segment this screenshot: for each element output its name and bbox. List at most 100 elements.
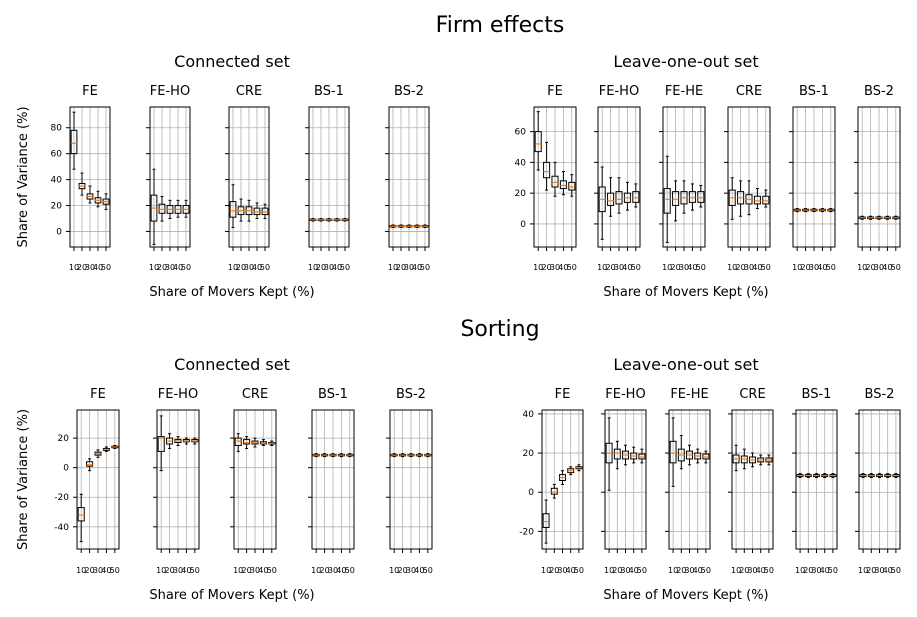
x-tick-label: 30 [250, 566, 260, 575]
box-body [534, 131, 542, 153]
x-tick-label: 40 [622, 263, 632, 272]
x-axis-label: Share of Movers Kept (%) [603, 285, 768, 300]
x-tick-label: 10 [858, 566, 868, 575]
x-tick-label: 10 [76, 566, 86, 575]
x-tick-label: 50 [340, 263, 350, 272]
y-tick-label: -40 [54, 523, 69, 533]
y-tick-label: 20 [51, 202, 63, 212]
x-tick-label: 30 [811, 566, 821, 575]
panel-title: FE-HE [670, 387, 708, 402]
panel-frame [857, 106, 901, 248]
x-tick-label: 40 [756, 566, 766, 575]
panel-frame [69, 106, 111, 248]
x-tick-label: 50 [826, 263, 836, 272]
x-tick-label: 40 [558, 263, 568, 272]
x-tick-label: 50 [631, 263, 641, 272]
y-tick-label: 20 [523, 449, 535, 459]
panel-frame [604, 409, 647, 550]
y-tick-label: 0 [520, 220, 526, 230]
x-tick-label: 30 [550, 263, 560, 272]
x-tick-label: 40 [414, 566, 424, 575]
x-tick-label: 20 [316, 263, 326, 272]
panel-title: BS-2 [865, 387, 895, 402]
panel-frame [858, 409, 901, 550]
x-tick-label: 10 [857, 263, 867, 272]
x-tick-label: 10 [731, 566, 741, 575]
panel-title: CRE [236, 84, 262, 99]
y-tick-label: 80 [51, 124, 63, 134]
x-tick-label: 30 [244, 263, 254, 272]
x-tick-label: 20 [77, 263, 87, 272]
x-tick-label: 30 [684, 566, 694, 575]
x-tick-label: 40 [101, 566, 111, 575]
box-body [551, 175, 559, 188]
box-body [697, 191, 705, 203]
panel-frame [795, 409, 838, 550]
x-tick-label: 40 [332, 263, 342, 272]
box-body [672, 191, 680, 206]
x-axis-label: Share of Movers Kept (%) [149, 588, 314, 603]
x-tick-label: 30 [324, 263, 334, 272]
panel-title: CRE [739, 387, 765, 402]
x-tick-label: 20 [165, 566, 175, 575]
x-tick-label: 10 [597, 263, 607, 272]
box-body [261, 207, 269, 216]
panel-title: BS-1 [802, 387, 832, 402]
x-tick-label: 20 [396, 263, 406, 272]
x-tick-label: 40 [566, 566, 576, 575]
x-tick-label: 40 [93, 263, 103, 272]
box-body [550, 487, 558, 495]
y-tick-label: 0 [63, 464, 69, 474]
x-tick-label: 50 [267, 566, 277, 575]
box-body [607, 192, 615, 206]
x-tick-label: 10 [69, 263, 79, 272]
panel-frame [233, 409, 277, 550]
x-tick-label: 40 [181, 566, 191, 575]
x-tick-label: 40 [883, 566, 893, 575]
box-body [568, 181, 576, 191]
x-tick-label: 20 [866, 263, 876, 272]
x-tick-label: 40 [820, 566, 830, 575]
y-tick-label: 40 [51, 176, 63, 186]
x-tick-label: 10 [795, 566, 805, 575]
x-tick-label: 50 [101, 263, 111, 272]
x-tick-label: 40 [693, 566, 703, 575]
x-tick-label: 20 [542, 263, 552, 272]
x-tick-label: 50 [891, 566, 901, 575]
x-tick-label: 40 [412, 263, 422, 272]
x-tick-label: 10 [604, 566, 614, 575]
x-tick-label: 50 [423, 566, 433, 575]
x-tick-label: 50 [181, 263, 191, 272]
x-tick-label: 40 [687, 263, 697, 272]
y-axis-label: Share of Variance (%) [16, 409, 31, 550]
y-tick-label: 40 [515, 158, 527, 168]
x-tick-label: 50 [701, 566, 711, 575]
panel-title: CRE [736, 84, 762, 99]
x-tick-label: 50 [574, 566, 584, 575]
panel-title: BS-2 [864, 84, 894, 99]
x-tick-label: 20 [398, 566, 408, 575]
x-tick-label: 30 [404, 263, 414, 272]
panel-title: FE [82, 84, 98, 99]
x-tick-label: 10 [541, 566, 551, 575]
x-tick-label: 10 [388, 263, 398, 272]
x-axis-label: Share of Movers Kept (%) [149, 285, 314, 300]
panel-frame [228, 106, 270, 248]
x-tick-label: 10 [156, 566, 166, 575]
x-tick-label: 10 [662, 263, 672, 272]
x-tick-label: 30 [173, 566, 183, 575]
x-tick-label: 40 [336, 566, 346, 575]
panel-frame [311, 409, 355, 550]
group-title: Leave-one-out set [613, 52, 758, 71]
x-tick-label: 10 [533, 263, 543, 272]
panel-title: FE [555, 387, 571, 402]
x-tick-label: 50 [637, 566, 647, 575]
x-tick-label: 30 [614, 263, 624, 272]
x-tick-label: 20 [671, 263, 681, 272]
x-tick-label: 40 [629, 566, 639, 575]
y-tick-label: 60 [51, 150, 63, 160]
x-tick-label: 50 [345, 566, 355, 575]
x-tick-label: 50 [761, 263, 771, 272]
x-tick-label: 50 [420, 263, 430, 272]
x-tick-label: 20 [320, 566, 330, 575]
